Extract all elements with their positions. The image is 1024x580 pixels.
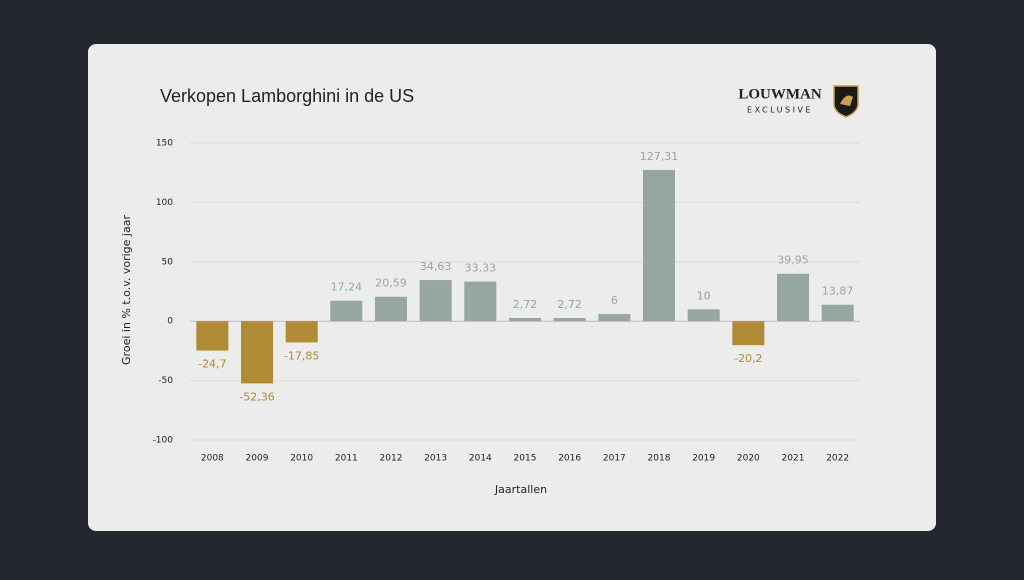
value-label: -24,7: [198, 358, 226, 371]
sub-brand: EXCLUSIVE: [747, 106, 813, 115]
y-tick-label: 50: [162, 257, 174, 267]
bar: [375, 296, 407, 322]
bar: [821, 304, 854, 322]
value-label: 17,24: [331, 281, 363, 294]
x-tick-label: 2022: [826, 454, 849, 464]
y-axis-label: Groei in % t.o.v. vorige jaar: [120, 215, 133, 365]
bar: [285, 321, 318, 343]
value-label: 34,63: [420, 260, 452, 273]
x-tick-label: 2009: [246, 454, 269, 464]
card: [88, 44, 936, 531]
x-tick-label: 2014: [469, 454, 492, 464]
y-tick-label: 150: [156, 139, 173, 149]
value-label: 39,95: [777, 254, 809, 267]
bar: [419, 280, 452, 322]
bar: [330, 300, 363, 322]
value-label: 6: [611, 294, 618, 307]
x-tick-label: 2010: [290, 454, 313, 464]
x-tick-label: 2021: [782, 454, 805, 464]
x-axis-label: Jaartallen: [494, 483, 547, 496]
x-tick-label: 2015: [514, 454, 537, 464]
bar: [777, 273, 809, 322]
x-tick-label: 2018: [648, 454, 671, 464]
y-tick-label: -50: [158, 376, 173, 386]
value-label: -52,36: [239, 390, 274, 403]
y-tick-label: -100: [153, 436, 174, 446]
chart-title: Verkopen Lamborghini in de US: [160, 86, 414, 106]
bar: [553, 317, 586, 322]
y-tick-label: 0: [167, 317, 173, 327]
value-label: 127,31: [640, 150, 679, 163]
x-tick-label: 2011: [335, 454, 358, 464]
x-tick-label: 2016: [558, 454, 581, 464]
value-label: -17,85: [284, 349, 319, 362]
value-label: -20,2: [734, 352, 762, 365]
bar: [509, 317, 541, 322]
bar: [687, 309, 720, 322]
x-tick-label: 2012: [380, 454, 403, 464]
value-label: 10: [697, 289, 711, 302]
bar: [464, 281, 497, 322]
x-tick-label: 2013: [424, 454, 447, 464]
bar: [643, 169, 675, 322]
value-label: 13,87: [822, 285, 854, 298]
value-label: 2,72: [557, 298, 582, 311]
bar: [241, 321, 273, 384]
bar: [732, 321, 765, 346]
brand: LOUWMAN: [738, 86, 821, 102]
y-tick-label: 100: [156, 198, 173, 208]
value-label: 20,59: [375, 277, 407, 290]
logo-bull: [840, 95, 853, 106]
x-tick-label: 2017: [603, 454, 626, 464]
value-label: 2,72: [513, 298, 538, 311]
bar: [598, 314, 631, 322]
value-label: 33,33: [465, 262, 497, 275]
x-tick-label: 2019: [692, 454, 715, 464]
x-tick-label: 2020: [737, 454, 760, 464]
bar: [196, 321, 229, 351]
x-tick-label: 2008: [201, 454, 224, 464]
